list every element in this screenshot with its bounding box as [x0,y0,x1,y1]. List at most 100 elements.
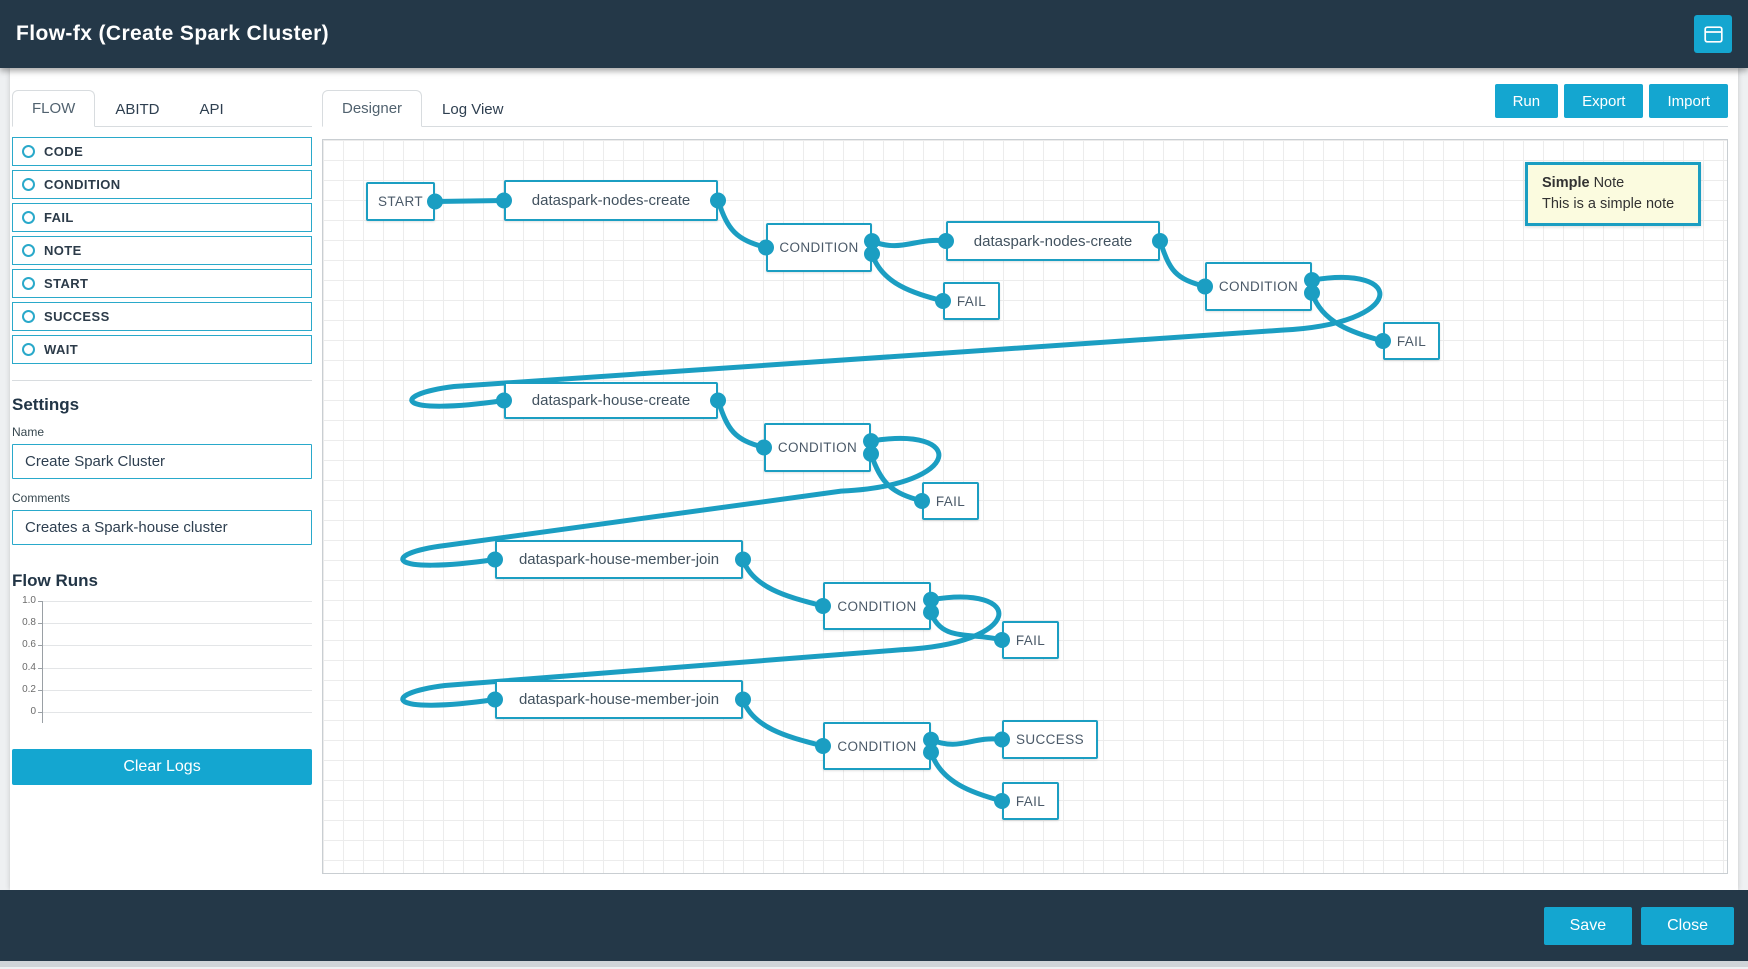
flow-node-label: CONDITION [837,598,917,614]
flow-node-fail-5[interactable]: FAIL [1002,782,1059,820]
flow-node-label: FAIL [1015,793,1046,809]
flow-connector [928,749,1005,804]
name-label: Name [12,425,45,439]
flow-node-label: SUCCESS [1015,732,1085,747]
flow-node-condition-5[interactable]: CONDITION [823,722,931,770]
flow-node-label: FAIL [1396,333,1427,349]
export-button[interactable]: Export [1564,84,1644,118]
chart-plot-area [38,601,312,723]
flow-connector [715,398,767,450]
flow-connector [432,198,507,204]
gridline [43,601,312,602]
flow-node-label: FAIL [956,293,987,309]
sidebar-tab-abitd[interactable]: ABITD [115,101,160,118]
flow-node-label: CONDITION [1218,279,1299,294]
flow-node-label: dataspark-house-member-join [518,551,720,568]
flow-node-start[interactable]: START [366,182,435,221]
flow-node-fail-3[interactable]: FAIL [922,482,979,520]
node-circle-icon [22,145,35,158]
flow-designer-canvas[interactable]: Simple Note This is a simple note START d… [322,139,1728,874]
axis-tick [38,689,43,691]
flow-node-label: CONDITION [779,240,859,255]
flow-node-label: START [377,194,423,209]
flow-node-fail-4[interactable]: FAIL [1002,621,1059,659]
node-circle-icon [22,310,35,323]
sidebar-divider [12,380,312,381]
flow-node-label: dataspark-house-member-join [518,691,720,708]
flow-connector [1157,238,1208,289]
sidebar-tab-bar: FLOW ABITD API [12,88,312,127]
flow-node-fail-1[interactable]: FAIL [943,282,1000,320]
flow-node-label: dataspark-nodes-create [973,232,1133,250]
close-button[interactable]: Close [1641,906,1734,945]
note-title: Simple Note [1542,173,1684,194]
flow-node-condition-1[interactable]: CONDITION [766,223,872,272]
palette-item-condition[interactable]: CONDITION [12,170,312,199]
y-axis-tick-label: 1.0 [22,595,36,606]
name-input[interactable] [12,444,312,479]
palette-item-label: CONDITION [44,177,121,192]
flow-node-fail-2[interactable]: FAIL [1383,322,1440,360]
canvas-region: Designer Log View Run Export Import Simple … [312,68,1738,890]
comments-label: Comments [12,491,71,505]
y-axis-tick-label: 0 [30,706,36,717]
flow-node-label: CONDITION [777,440,858,455]
y-axis-tick-label: 0.4 [22,661,36,673]
axis-tick [38,712,43,713]
flow-runs-chart: 1.0 0.8 0.6 0.4 0.2 0 [12,595,312,723]
clear-logs-button[interactable]: Clear Logs [12,749,312,785]
palette-item-label: FAIL [44,210,74,225]
flow-node-condition-4[interactable]: CONDITION [823,582,931,630]
window-button[interactable] [1694,15,1732,53]
run-button[interactable]: Run [1494,84,1559,118]
comments-input[interactable] [12,510,312,545]
sidebar-tab-flow[interactable]: FLOW [12,90,96,127]
main-panel: FLOW ABITD API CODE CONDITION FAIL NOTE START S… [10,68,1738,890]
save-button[interactable]: Save [1543,906,1633,945]
flow-node-member-join-1[interactable]: dataspark-house-member-join [495,540,743,579]
flow-node-nodes-create-2[interactable]: dataspark-nodes-create [946,221,1160,261]
note-body: This is a simple note [1542,196,1675,213]
node-circle-icon [22,178,35,191]
import-button[interactable]: Import [1649,84,1728,118]
flow-node-success-1[interactable]: SUCCESS [1002,720,1098,759]
flow-node-member-join-2[interactable]: dataspark-house-member-join [495,680,743,719]
axis-tick [38,667,43,669]
sidebar: FLOW ABITD API CODE CONDITION FAIL NOTE START S… [10,68,312,890]
flow-connector [928,609,1005,643]
flow-node-label: FAIL [935,493,966,509]
flow-node-house-create[interactable]: dataspark-house-create [504,382,718,419]
canvas-tab-log-view[interactable]: Log View [442,101,504,118]
chart-y-axis: 1.0 0.8 0.6 0.4 0.2 0 [12,595,42,723]
flow-connector [869,237,949,249]
sticky-note[interactable]: Simple Note This is a simple note [1525,162,1701,227]
node-circle-icon [22,244,35,257]
node-palette: CODE CONDITION FAIL NOTE START SUCCESS WAIT [12,137,312,364]
gridline [43,667,312,669]
horizontal-scrollbar[interactable] [0,961,1748,967]
palette-item-start[interactable]: START [12,269,312,298]
canvas-tab-designer[interactable]: Designer [322,90,423,127]
node-circle-icon [22,343,35,356]
axis-tick [38,601,43,602]
gridline [43,645,312,647]
palette-item-wait[interactable]: WAIT [12,335,312,364]
gridline [43,689,312,691]
palette-item-code[interactable]: CODE [12,137,312,166]
flow-node-nodes-create-1[interactable]: dataspark-nodes-create [504,180,718,221]
axis-tick [38,645,43,647]
palette-item-note[interactable]: NOTE [12,236,312,265]
palette-item-label: NOTE [44,243,82,258]
palette-item-fail[interactable]: FAIL [12,203,312,232]
flow-node-label: FAIL [1015,632,1046,648]
flow-node-condition-2[interactable]: CONDITION [1205,262,1312,311]
footer-bar: Save Close [0,890,1748,961]
palette-item-label: START [44,276,89,291]
title-bar: Flow-fx (Create Spark Cluster) [0,0,1748,68]
flow-connector [740,697,826,749]
flow-node-condition-3[interactable]: CONDITION [764,423,871,472]
palette-item-success[interactable]: SUCCESS [12,302,312,331]
sidebar-tab-api[interactable]: API [199,101,224,118]
flow-connector [715,198,769,250]
window-icon [1703,25,1723,43]
